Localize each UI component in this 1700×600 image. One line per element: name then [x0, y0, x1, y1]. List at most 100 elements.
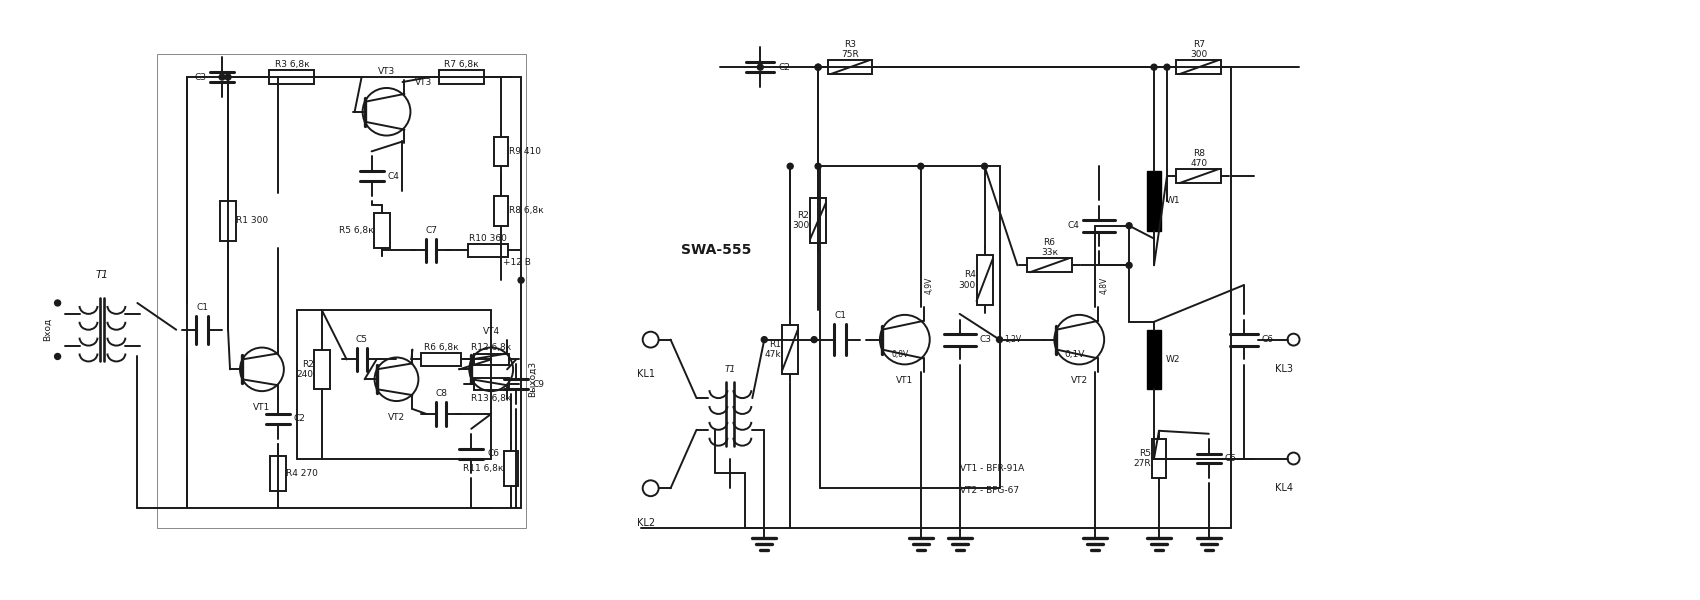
Circle shape — [1125, 262, 1132, 268]
Text: R11 6,8к: R11 6,8к — [462, 464, 503, 473]
Text: W1: W1 — [1166, 196, 1180, 205]
Circle shape — [54, 353, 61, 359]
Bar — [468, 244, 508, 257]
Text: VT2 - BFG-67: VT2 - BFG-67 — [959, 486, 1018, 495]
Text: R7
300: R7 300 — [1190, 40, 1207, 59]
Text: C4: C4 — [1068, 221, 1080, 230]
Bar — [422, 353, 461, 367]
Text: Вход: Вход — [42, 318, 53, 341]
Text: 1,2V: 1,2V — [1005, 335, 1022, 344]
Bar — [828, 60, 872, 74]
Text: R6 6,8к: R6 6,8к — [423, 343, 459, 352]
Circle shape — [762, 337, 767, 343]
Text: C4: C4 — [388, 172, 400, 181]
Text: R4
300: R4 300 — [959, 271, 976, 290]
Text: VT4: VT4 — [483, 326, 500, 335]
Text: C1: C1 — [835, 311, 847, 320]
Text: R13 6,8к: R13 6,8к — [471, 394, 512, 403]
Text: R8
470: R8 470 — [1190, 149, 1207, 168]
Text: KL4: KL4 — [1275, 483, 1292, 493]
Text: C6: C6 — [488, 449, 500, 458]
Text: VT1: VT1 — [896, 376, 913, 385]
Text: R7 6,8к: R7 6,8к — [444, 60, 479, 69]
Circle shape — [756, 64, 763, 70]
Text: 4,9V: 4,9V — [925, 277, 933, 294]
Circle shape — [814, 64, 821, 70]
Text: KL3: KL3 — [1275, 364, 1292, 374]
Text: VT1 - BFR-91A: VT1 - BFR-91A — [959, 464, 1023, 473]
Text: C2: C2 — [294, 415, 306, 424]
Text: 0,1V: 0,1V — [1064, 350, 1085, 359]
Text: R3
75R: R3 75R — [842, 40, 858, 59]
Bar — [314, 350, 330, 389]
Text: C2: C2 — [779, 62, 790, 71]
Circle shape — [219, 74, 224, 80]
Bar — [474, 353, 508, 365]
Text: VT3: VT3 — [415, 77, 432, 86]
Text: R8 6,8к: R8 6,8к — [508, 206, 544, 215]
Bar — [495, 137, 508, 166]
Text: KL1: KL1 — [638, 370, 654, 379]
Text: R3 6,8к: R3 6,8к — [274, 60, 309, 69]
Bar — [374, 214, 389, 248]
Text: T1: T1 — [95, 270, 109, 280]
Circle shape — [518, 277, 524, 283]
Bar — [219, 201, 236, 241]
Text: C8: C8 — [435, 389, 447, 398]
Text: R5 6,8к: R5 6,8к — [338, 226, 374, 235]
Text: R1 300: R1 300 — [236, 216, 269, 225]
Bar — [270, 456, 286, 491]
Circle shape — [814, 163, 821, 169]
Bar — [1148, 171, 1161, 230]
Bar — [474, 378, 508, 390]
Circle shape — [918, 163, 923, 169]
Text: T1: T1 — [724, 365, 736, 374]
Text: SWA-555: SWA-555 — [680, 244, 751, 257]
Bar — [439, 70, 484, 84]
Text: C5: C5 — [355, 335, 367, 344]
Text: R9 410: R9 410 — [508, 147, 541, 156]
Text: C7: C7 — [425, 226, 437, 235]
Text: VT2: VT2 — [1071, 376, 1088, 385]
Circle shape — [1125, 223, 1132, 229]
Text: +12 В: +12 В — [503, 258, 530, 267]
Text: C6: C6 — [1261, 335, 1273, 344]
Circle shape — [1151, 64, 1158, 70]
Circle shape — [811, 337, 818, 343]
Text: 4,8V: 4,8V — [1100, 277, 1108, 294]
Bar — [495, 196, 508, 226]
Bar — [505, 451, 518, 486]
Bar — [158, 54, 525, 528]
Text: R2
240: R2 240 — [298, 359, 314, 379]
Text: C1: C1 — [196, 303, 207, 312]
Text: R10 360: R10 360 — [469, 233, 507, 242]
Text: Выход3: Выход3 — [529, 361, 537, 397]
Bar — [1176, 169, 1221, 183]
Text: R12 6,8к: R12 6,8к — [471, 343, 512, 352]
Circle shape — [981, 163, 988, 169]
Text: C3: C3 — [194, 73, 206, 82]
Circle shape — [224, 74, 231, 80]
Bar — [976, 256, 993, 305]
Circle shape — [996, 337, 1003, 343]
Text: 0,8V: 0,8V — [891, 350, 908, 359]
Text: R6
33к: R6 33к — [1040, 238, 1057, 257]
Text: C9: C9 — [532, 380, 544, 389]
Bar — [811, 199, 826, 243]
Circle shape — [814, 64, 821, 70]
Circle shape — [1164, 64, 1170, 70]
Bar — [1153, 439, 1166, 478]
Text: W2: W2 — [1166, 355, 1180, 364]
Circle shape — [54, 300, 61, 306]
Text: R4 270: R4 270 — [286, 469, 318, 478]
Text: VT3: VT3 — [377, 67, 394, 76]
Text: KL2: KL2 — [636, 518, 654, 528]
Bar — [782, 325, 799, 374]
Text: R2
300: R2 300 — [792, 211, 809, 230]
Text: C3: C3 — [979, 335, 991, 344]
Text: R1
47k: R1 47k — [765, 340, 782, 359]
Text: C5: C5 — [1224, 454, 1238, 463]
Text: VT1: VT1 — [253, 403, 270, 412]
Bar — [269, 70, 314, 84]
Text: R5
27R: R5 27R — [1134, 449, 1151, 468]
